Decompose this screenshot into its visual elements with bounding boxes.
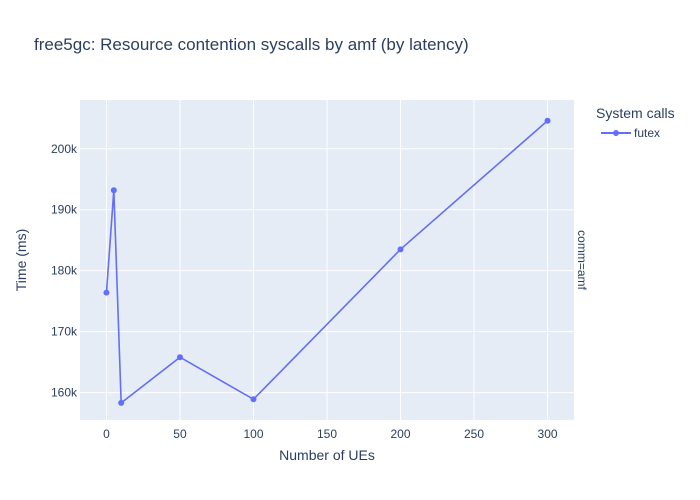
y-tick-label: 200k: [51, 142, 78, 156]
data-point[interactable]: [103, 289, 110, 296]
chart-title: free5gc: Resource contention syscalls by…: [34, 35, 469, 54]
x-tick-label: 200: [390, 427, 410, 441]
x-tick-label: 0: [103, 427, 110, 441]
legend-marker-futex[interactable]: [613, 130, 619, 136]
y-tick-label: 190k: [51, 203, 78, 217]
data-point[interactable]: [397, 246, 404, 253]
y-tick-label: 160k: [51, 386, 78, 400]
gridlines: [80, 100, 574, 420]
y-tick-label: 170k: [51, 325, 78, 339]
tick-labels: 0 50 100 150 200 250 300 160k 170k 180k 190k 200k: [51, 142, 558, 441]
y-axis-title: Time (ms): [13, 229, 29, 291]
facet-label: comm=amf: [575, 230, 589, 290]
x-tick-label: 50: [173, 427, 187, 441]
y-tick-label: 180k: [51, 264, 78, 278]
data-point[interactable]: [110, 187, 117, 194]
x-tick-label: 150: [317, 427, 337, 441]
data-point[interactable]: [118, 399, 125, 406]
legend-title: System calls: [596, 105, 675, 121]
x-axis-title: Number of UEs: [279, 447, 375, 463]
legend-label-futex[interactable]: futex: [634, 126, 660, 140]
series-layer: [103, 117, 551, 406]
x-tick-label: 250: [464, 427, 484, 441]
data-point[interactable]: [544, 117, 551, 124]
data-point[interactable]: [250, 396, 257, 403]
legend[interactable]: System calls futex: [596, 105, 675, 140]
x-tick-label: 100: [243, 427, 263, 441]
x-tick-label: 300: [538, 427, 558, 441]
data-point[interactable]: [176, 354, 183, 361]
